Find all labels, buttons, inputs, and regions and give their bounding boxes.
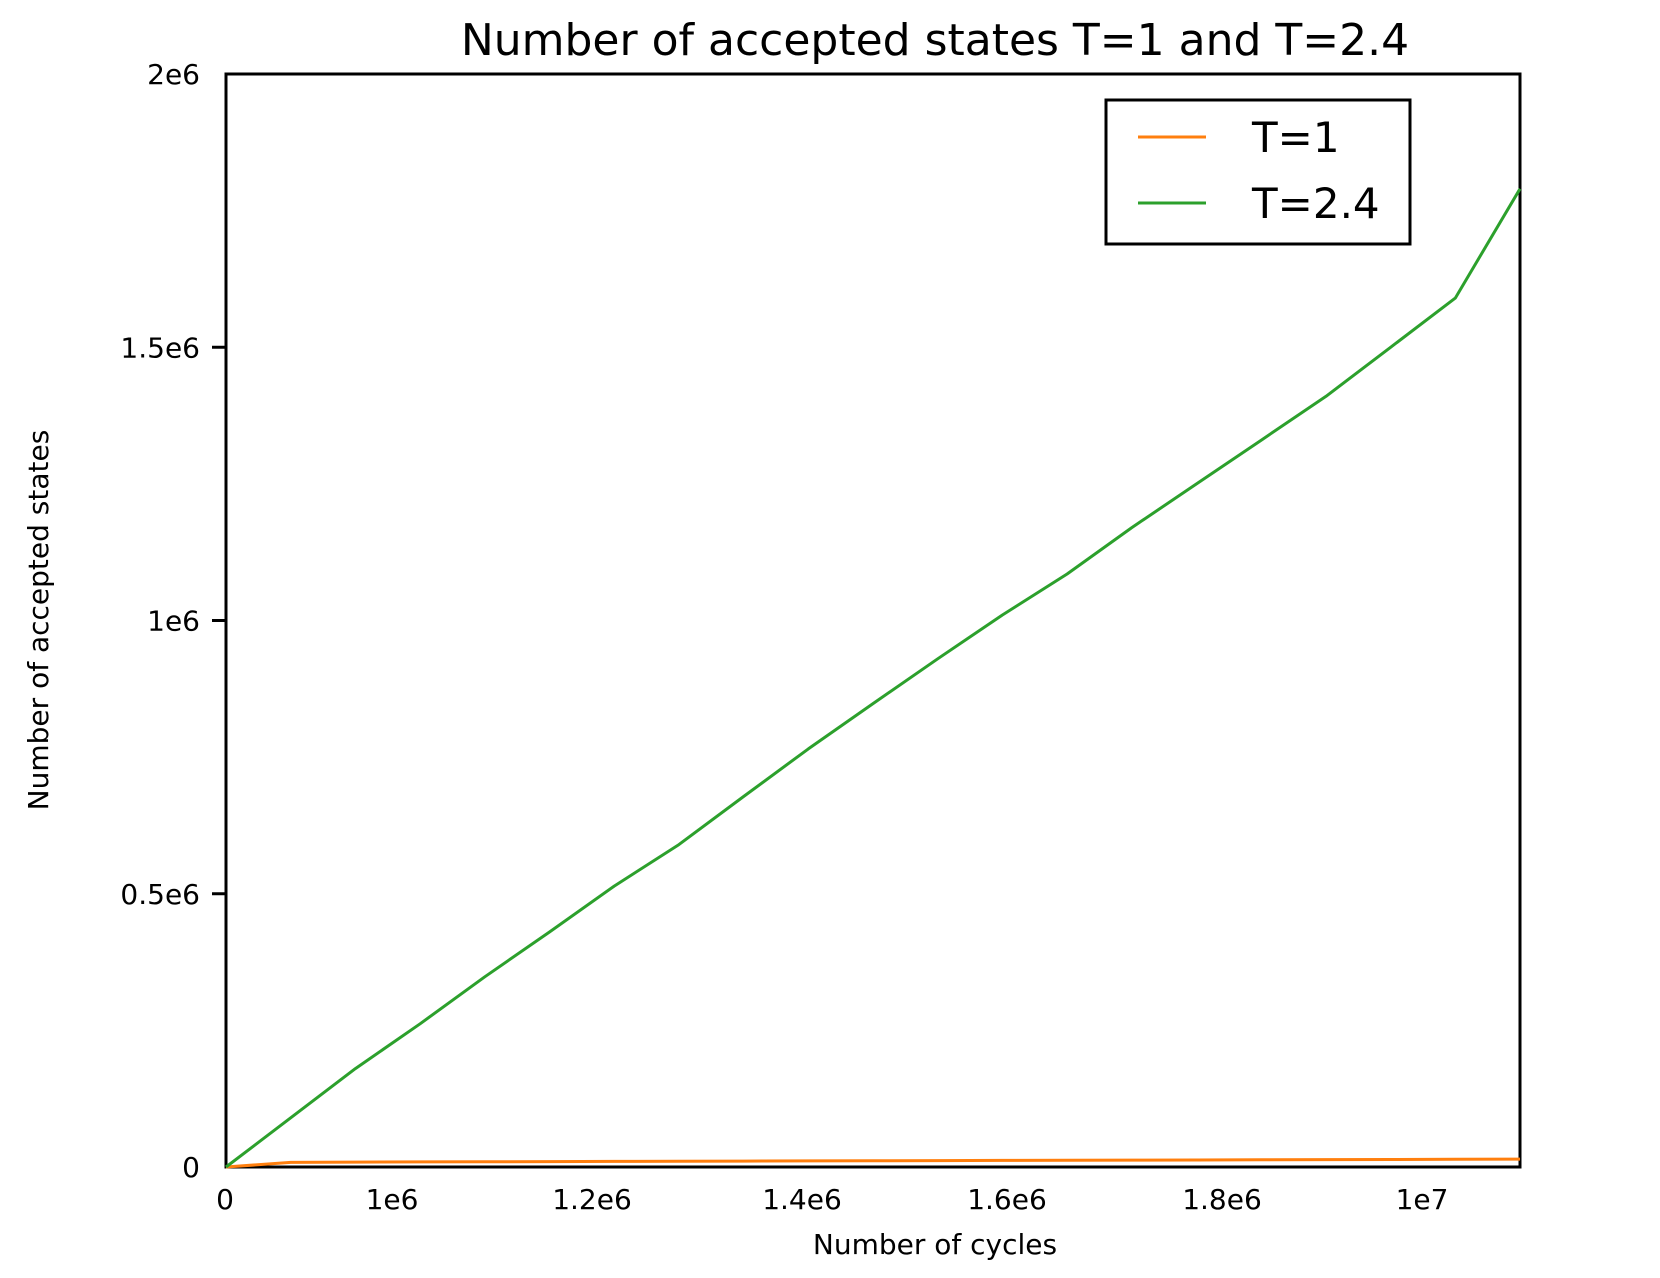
y-tick-label: 1e6	[147, 605, 200, 638]
chart-title: Number of accepted states T=1 and T=2.4	[461, 15, 1409, 66]
x-axis-label: Number of cycles	[813, 1228, 1057, 1261]
legend-label-0: T=1	[1251, 113, 1340, 162]
x-tick-label: 1.8e6	[1182, 1183, 1262, 1216]
y-axis-ticks: 0 0.5e6 1e6 1.5e6 2e6	[120, 58, 226, 1184]
y-tick-label: 1.5e6	[120, 331, 200, 364]
legend-box	[1104, 98, 1412, 246]
y-tick-label: 0	[182, 1151, 200, 1184]
x-tick-label: 1.6e6	[967, 1183, 1047, 1216]
series-layer	[225, 188, 1522, 1169]
y-axis-label: Number of accepted states	[22, 430, 55, 811]
legend-items: T=1 T=2.4	[1138, 113, 1380, 228]
x-tick-label: 1e6	[366, 1183, 419, 1216]
x-tick-label: 1.2e6	[552, 1183, 632, 1216]
y-tick-label: 0.5e6	[120, 878, 200, 911]
legend: T=1 T=2.4	[1104, 98, 1412, 246]
legend-label-1: T=2.4	[1251, 179, 1380, 228]
series-line-0	[225, 1157, 1521, 1169]
series-line-1	[225, 188, 1522, 1169]
x-axis-ticks: 0 1e6 1.2e6 1.4e6 1.6e6 1.8e6 1e7	[216, 1183, 1448, 1216]
x-tick-label: 1e7	[1396, 1183, 1449, 1216]
y-tick-label: 2e6	[147, 58, 200, 91]
x-tick-label: 0	[216, 1183, 234, 1216]
x-tick-label: 1.4e6	[762, 1183, 842, 1216]
